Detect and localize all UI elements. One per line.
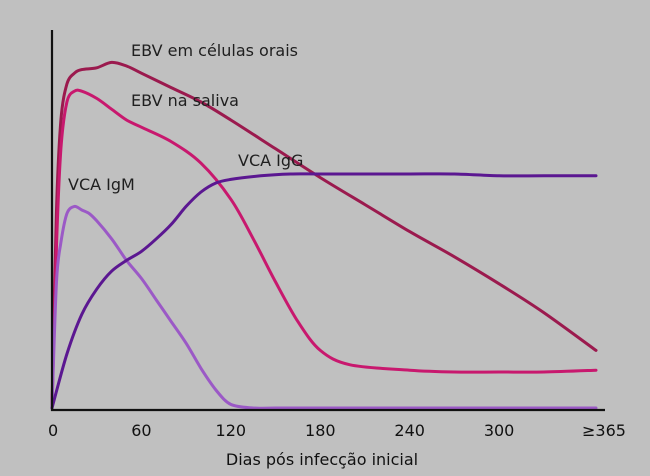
x-axis-title: Dias pós infecção inicial (226, 450, 418, 469)
x-tick-label: ≥365 (582, 421, 626, 440)
x-tick-label: 60 (131, 421, 151, 440)
x-tick-label: 120 (216, 421, 247, 440)
x-tick-label: 300 (484, 421, 515, 440)
series-line-vca-igm (50, 204, 598, 410)
x-tick-label: 180 (305, 421, 336, 440)
series-label-ebv-oral-cells: EBV em células orais (131, 41, 298, 60)
axes (50, 30, 605, 412)
x-tick-label: 0 (48, 421, 58, 440)
x-tick-label: 240 (394, 421, 425, 440)
series-line-ebv-saliva (50, 88, 598, 410)
series-layer (50, 60, 598, 410)
series-label-vca-igm: VCA IgM (68, 175, 135, 194)
series-line-ebv-oral-cells (50, 60, 598, 410)
series-label-ebv-saliva: EBV na saliva (131, 91, 239, 110)
x-tick-labels: 0 60 120 180 240 300 ≥365 (48, 421, 626, 440)
series-labels: EBV em células orais EBV na saliva VCA IgM… (68, 41, 303, 194)
series-line-vca-igg (50, 172, 598, 410)
series-label-vca-igg: VCA IgG (238, 151, 303, 170)
